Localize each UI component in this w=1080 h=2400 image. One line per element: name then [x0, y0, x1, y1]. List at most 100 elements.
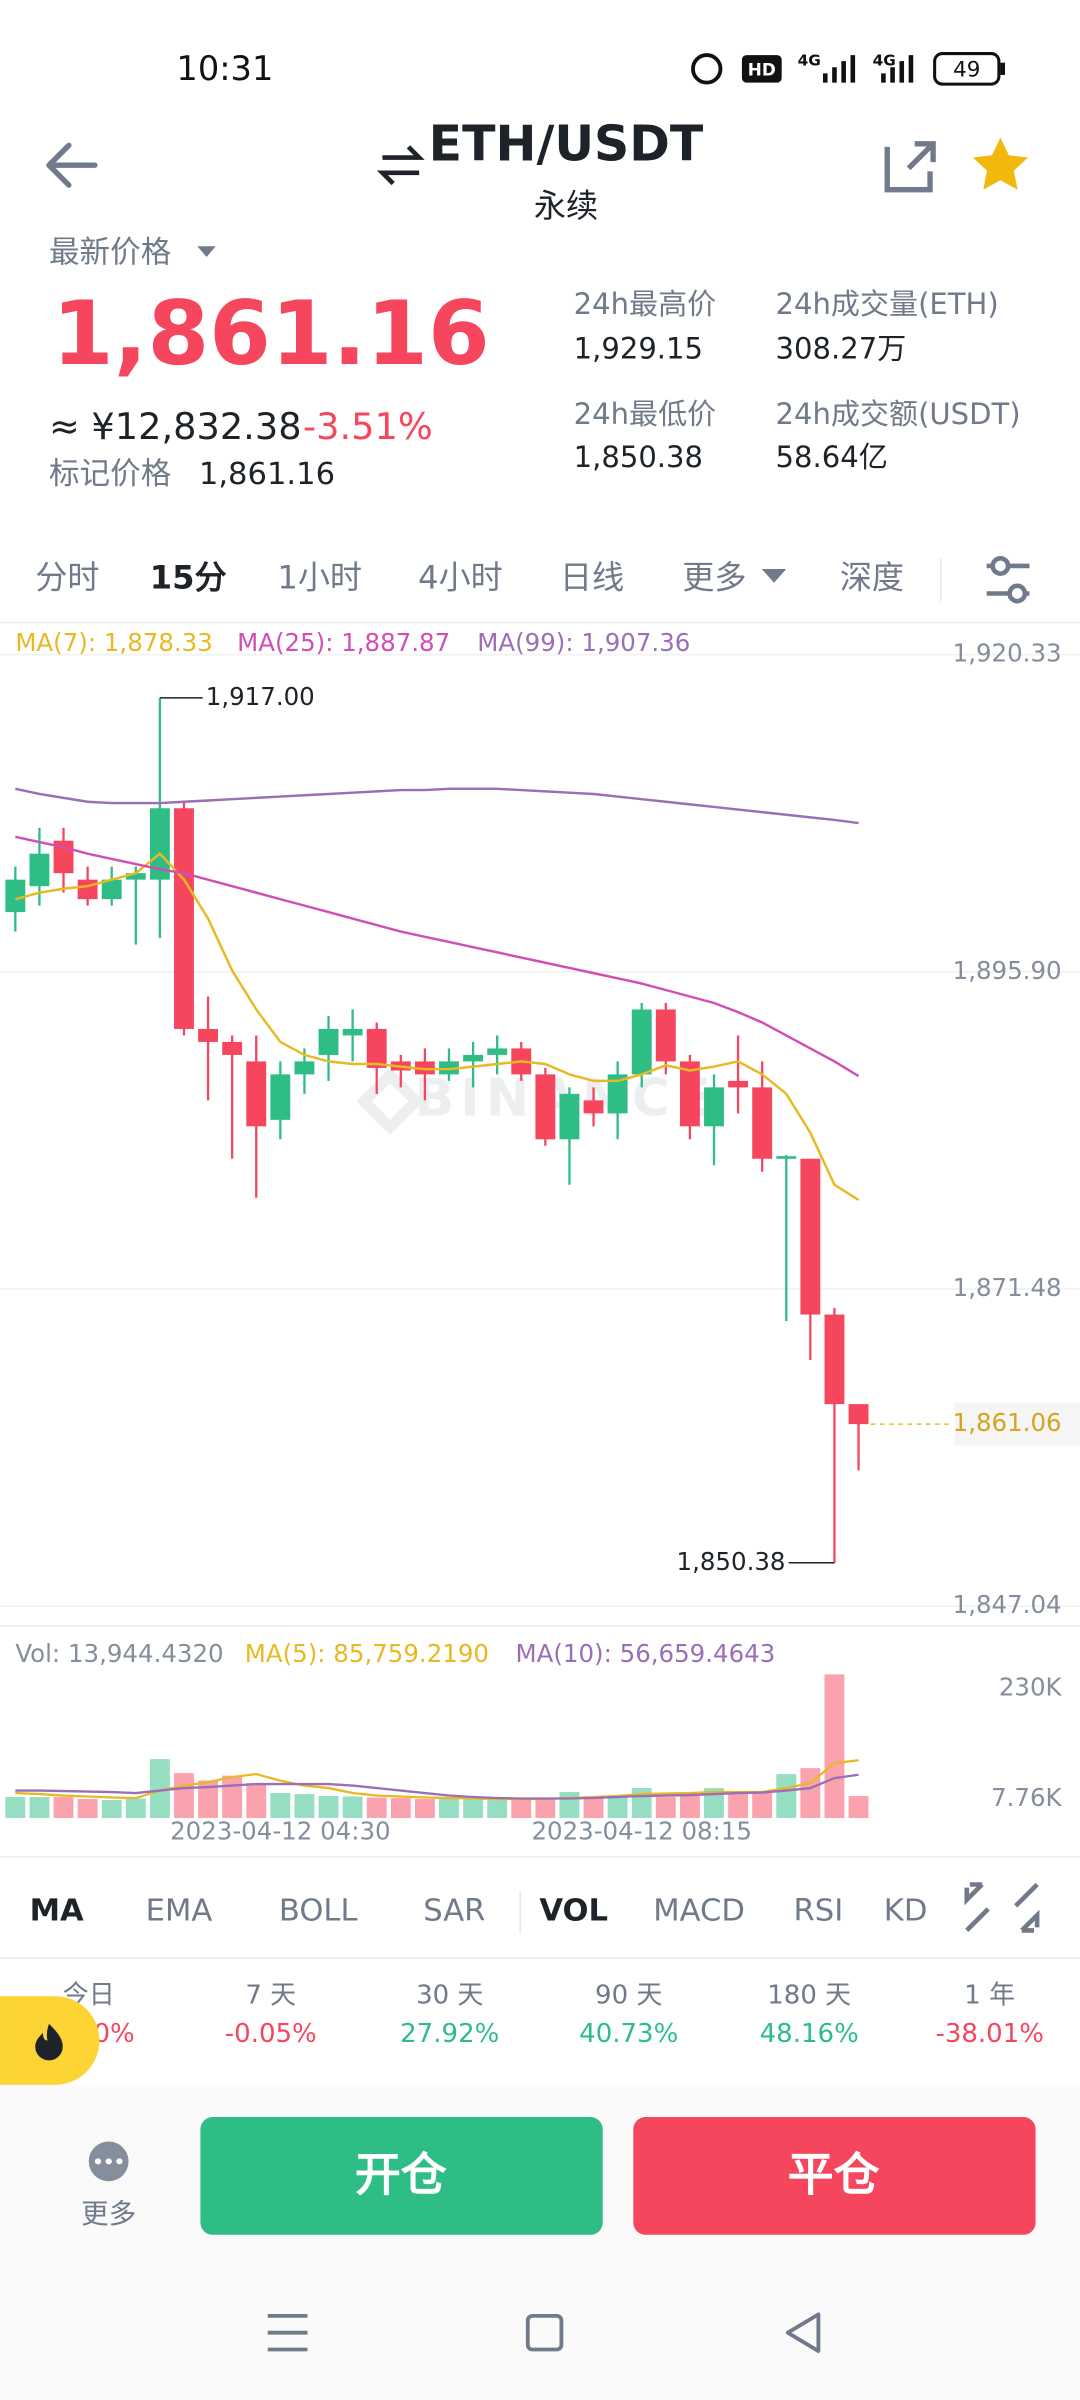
legend-entry: MA(5): 85,759.2190 [245, 1639, 489, 1668]
interval-tab[interactable]: 分时 [35, 559, 99, 597]
candle-body [294, 1061, 315, 1075]
candle-body [487, 1048, 508, 1055]
max-label: 1,917.00 [206, 682, 315, 711]
contract-type: 永续 [534, 187, 598, 225]
indicator-tab[interactable]: SAR [423, 1894, 485, 1929]
more-label[interactable]: 更多 [81, 2198, 136, 2230]
volume-bar [776, 1774, 797, 1818]
candle-body [631, 1009, 652, 1075]
hd-icon [741, 55, 782, 83]
open-label[interactable]: 开仓 [355, 2148, 447, 2202]
volume-ma-line [15, 1773, 859, 1800]
indicator-tab[interactable]: EMA [146, 1894, 213, 1929]
volume-bar [511, 1799, 532, 1818]
hd-label: HD [748, 59, 776, 79]
indicator-tab[interactable]: BOLL [279, 1894, 358, 1929]
interval-tab[interactable]: 更多 [682, 559, 746, 597]
swap-icon[interactable] [376, 145, 425, 186]
period-label: 7 天 [245, 1981, 296, 2011]
volume-bar [342, 1796, 363, 1818]
stat-label: 24h最高价 [574, 287, 717, 321]
stat-value: 308.27万 [776, 331, 907, 365]
candle-body [728, 1080, 749, 1088]
volume-bar [149, 1759, 170, 1818]
volume-bar [125, 1798, 146, 1818]
pair-title[interactable]: ETH/USDT [429, 115, 704, 172]
stat-label: 24h成交额(USDT) [776, 397, 1021, 431]
interval-tab[interactable]: 4小时 [418, 559, 503, 597]
y-tick-label: 1,871.48 [953, 1273, 1062, 1302]
net-label: 4G [873, 52, 896, 70]
mark-price: 1,861.16 [199, 457, 335, 492]
price-label[interactable]: 最新价格 [49, 235, 171, 270]
price-change: -3.51% [303, 405, 433, 448]
candle-body [222, 1041, 243, 1055]
candle-body [318, 1028, 339, 1055]
indicator-tab[interactable]: MACD [653, 1894, 745, 1929]
nav-back[interactable] [785, 2312, 821, 2353]
volume-bar [198, 1780, 219, 1818]
candle-body [125, 873, 146, 880]
candle-body [149, 808, 170, 880]
candle-body [29, 853, 50, 887]
interval-tab[interactable]: 1小时 [277, 559, 362, 597]
volume-bar [704, 1788, 724, 1818]
candle-body [559, 1093, 580, 1140]
volume-bar [53, 1797, 74, 1818]
min-label: 1,850.38 [677, 1547, 786, 1576]
favorite-button[interactable] [972, 137, 1028, 190]
candle-body [704, 1087, 724, 1127]
candle-body [800, 1158, 821, 1315]
candle-body [174, 808, 194, 1029]
nav-menu[interactable] [267, 2313, 308, 2352]
last-price-label: 1,861.06 [953, 1408, 1062, 1437]
last-price: 1,861.16 [52, 282, 490, 385]
candle-body [342, 1028, 363, 1036]
mark-price-label: 标记价格 [49, 457, 171, 492]
period-change: -0.05% [225, 2019, 317, 2049]
y-tick-label: 1,895.90 [953, 956, 1062, 985]
y-tick-label: 7.76K [991, 1783, 1062, 1812]
interval-tab[interactable]: 15分 [150, 559, 227, 597]
period-change: 40.73% [579, 2019, 678, 2049]
close-label[interactable]: 平仓 [788, 2148, 880, 2202]
x-tick-label: 2023-04-12 04:30 [170, 1817, 391, 1846]
volume-bar [535, 1798, 556, 1818]
indicator-tab[interactable]: KD [884, 1894, 928, 1929]
indicator-tab[interactable]: MA [30, 1894, 84, 1929]
volume-bar [679, 1794, 700, 1818]
candle-body [655, 1009, 676, 1062]
dropdown-icon [761, 569, 787, 583]
back-button[interactable] [46, 142, 98, 188]
share-button[interactable] [884, 141, 936, 193]
settings-knob [990, 556, 1011, 576]
stat-value: 58.64亿 [776, 440, 888, 474]
volume-bar [222, 1775, 243, 1818]
candle-body [77, 879, 98, 900]
candle-body [824, 1314, 845, 1405]
volume-bar [77, 1799, 98, 1818]
interval-tab[interactable]: 深度 [840, 559, 904, 597]
stat-value: 1,850.38 [574, 440, 703, 474]
fullscreen-button[interactable] [964, 1882, 1040, 1933]
interval-tab[interactable]: 日线 [560, 559, 624, 597]
period-label: 1 年 [964, 1981, 1015, 2011]
ma-line [15, 835, 860, 1078]
last-price-box [954, 1402, 1080, 1446]
indicator-tab[interactable]: RSI [794, 1894, 844, 1929]
period-label: 30 天 [416, 1981, 483, 2011]
y-tick-label: 1,920.33 [953, 639, 1062, 668]
nav-home[interactable] [525, 2313, 564, 2352]
volume-bar [29, 1797, 50, 1818]
close-button[interactable] [633, 2117, 1036, 2235]
volume-bar [800, 1768, 821, 1818]
indicator-tab[interactable]: VOL [539, 1894, 608, 1929]
candle-body [246, 1061, 267, 1127]
candle-body [607, 1074, 628, 1114]
battery-tip [1000, 62, 1006, 75]
stat-label: 24h成交量(ETH) [776, 287, 999, 321]
open-button[interactable] [200, 2117, 603, 2235]
y-tick-label: 230K [999, 1672, 1063, 1701]
volume-bar [318, 1796, 339, 1818]
y-tick-label: 1,847.04 [953, 1590, 1062, 1619]
